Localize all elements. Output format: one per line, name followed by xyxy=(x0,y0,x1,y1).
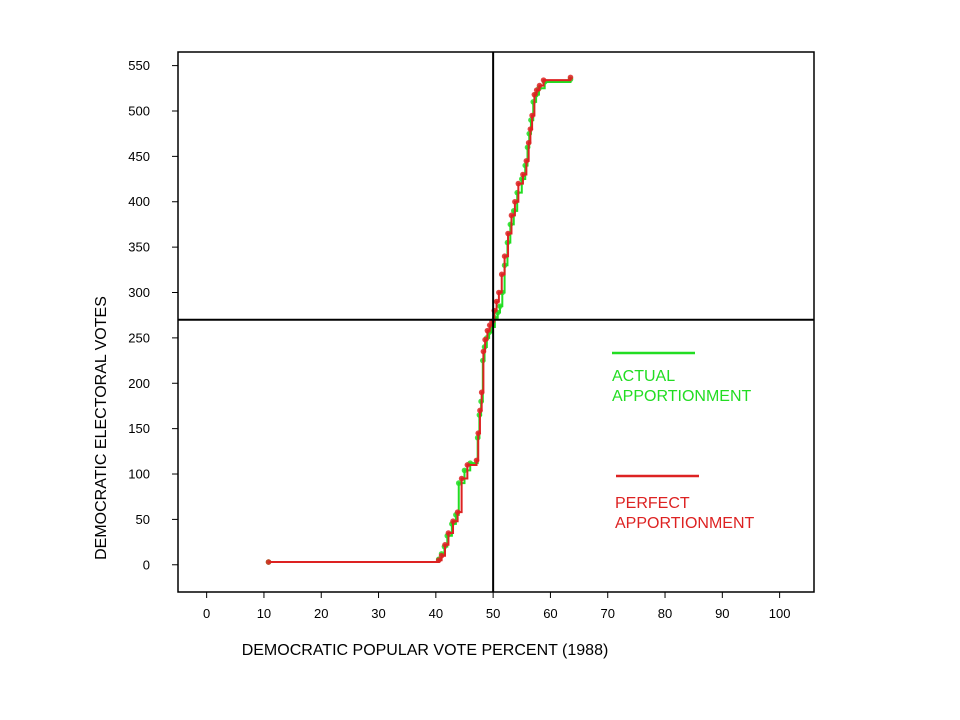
data-point xyxy=(536,82,543,89)
x-axis-ticks: 0 10 20 30 40 50 60 70 80 90 100 xyxy=(203,592,790,621)
data-point xyxy=(464,462,471,468)
x-tick-label: 20 xyxy=(314,606,328,621)
data-point xyxy=(455,480,462,486)
data-point xyxy=(567,74,574,81)
data-point xyxy=(533,87,540,93)
x-tick-label: 40 xyxy=(429,606,443,621)
data-point xyxy=(531,91,538,98)
y-axis-title: DEMOCRATIC ELECTORAL VOTES xyxy=(93,296,110,560)
data-point xyxy=(529,112,535,119)
data-point xyxy=(265,559,272,565)
series-perfect xyxy=(265,74,574,565)
y-tick-label: 550 xyxy=(128,58,150,73)
data-point xyxy=(477,407,483,414)
data-point xyxy=(505,230,511,237)
x-axis-title: DEMOCRATIC POPULAR VOTE PERCENT (1988) xyxy=(242,642,609,659)
data-point xyxy=(501,253,508,260)
legend: ACTUAL APPORTIONMENT PERFECT APPORTIONMENT xyxy=(612,351,755,532)
x-tick-label: 50 xyxy=(486,606,500,621)
data-point xyxy=(520,171,526,178)
data-point xyxy=(493,298,500,305)
x-tick-label: 60 xyxy=(543,606,557,621)
data-point xyxy=(473,457,480,464)
data-point xyxy=(442,542,448,548)
y-tick-label: 50 xyxy=(136,512,150,527)
y-tick-label: 500 xyxy=(128,103,150,118)
data-point xyxy=(458,475,465,482)
data-point xyxy=(496,289,502,296)
data-point xyxy=(480,348,487,355)
y-axis-ticks: 0 50 100 150 200 250 300 350 400 450 500 550 xyxy=(128,58,178,572)
data-point xyxy=(435,557,442,564)
x-tick-label: 80 xyxy=(658,606,672,621)
x-tick-label: 70 xyxy=(600,606,614,621)
data-point xyxy=(445,530,452,536)
x-tick-label: 0 xyxy=(203,606,210,621)
legend-label-actual: ACTUAL APPORTIONMENT xyxy=(612,368,752,405)
data-point xyxy=(478,389,485,396)
x-tick-label: 10 xyxy=(257,606,271,621)
y-tick-label: 350 xyxy=(128,240,150,255)
y-tick-label: 300 xyxy=(128,285,150,300)
y-tick-label: 100 xyxy=(128,467,150,482)
y-tick-label: 400 xyxy=(128,194,150,209)
y-tick-label: 450 xyxy=(128,149,150,164)
data-point xyxy=(498,271,505,278)
data-point xyxy=(497,303,503,309)
data-point xyxy=(523,158,530,164)
data-point xyxy=(454,509,461,515)
y-tick-label: 150 xyxy=(128,421,150,436)
data-point xyxy=(438,552,445,559)
data-point xyxy=(525,139,532,146)
x-tick-label: 100 xyxy=(769,606,791,621)
x-tick-label: 90 xyxy=(715,606,729,621)
data-point xyxy=(512,198,518,205)
data-point xyxy=(450,518,456,525)
plot-frame xyxy=(177,51,815,593)
data-point xyxy=(475,430,482,436)
y-tick-label: 0 xyxy=(143,557,150,572)
data-point xyxy=(484,327,491,334)
data-point xyxy=(527,126,534,132)
y-tick-label: 200 xyxy=(128,376,150,391)
legend-label-perfect: PERFECT APPORTIONMENT xyxy=(615,495,755,532)
x-tick-label: 30 xyxy=(371,606,385,621)
series-layer xyxy=(265,74,574,565)
data-point xyxy=(461,467,468,474)
y-tick-label: 250 xyxy=(128,330,150,345)
data-point xyxy=(515,180,522,187)
data-point xyxy=(540,77,547,83)
data-point xyxy=(482,336,488,343)
data-point xyxy=(508,212,515,219)
